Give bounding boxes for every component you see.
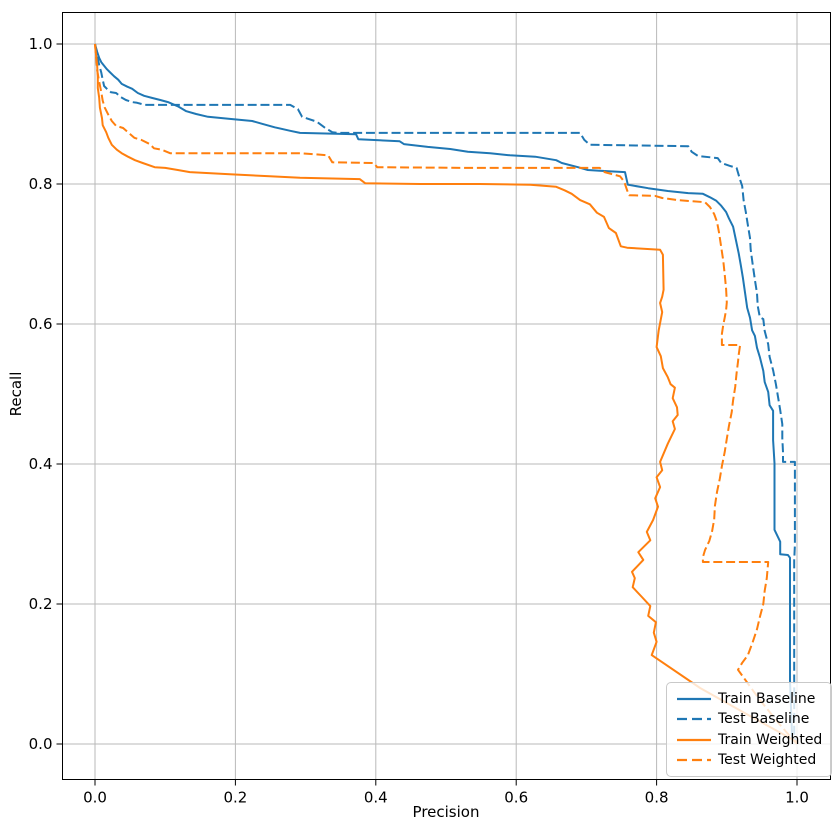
legend-line-sample-dashed-blue — [677, 718, 711, 721]
series-line-test-baseline — [94, 43, 798, 745]
x-tick-label: 0.4 — [364, 789, 388, 807]
x-tick-label: 0.6 — [504, 789, 528, 807]
legend-item-test-baseline: Test Baseline — [676, 709, 823, 729]
y-tick-label: 0.2 — [29, 595, 53, 613]
legend-line-sample-solid-blue — [677, 698, 711, 701]
legend-label: Test Baseline — [718, 711, 810, 728]
y-tick-label: 0.6 — [29, 315, 53, 333]
x-tick-label: 0.0 — [83, 789, 107, 807]
ticks: 0.0 0.2 0.4 0.6 0.8 1.0 0.0 0.2 0.4 0.6 0.8 1.0 — [29, 35, 809, 807]
x-tick-label: 0.8 — [645, 789, 669, 807]
legend-line-sample-solid-orange — [677, 738, 711, 741]
y-tick-label: 0.0 — [29, 735, 53, 753]
y-axis-title: Recall — [7, 371, 25, 417]
x-axis-title: Precision — [412, 803, 480, 821]
x-tick-label: 1.0 — [785, 789, 809, 807]
series-line-train-weighted — [94, 43, 798, 743]
x-tick-label: 0.2 — [223, 789, 247, 807]
legend-item-test-weighted: Test Weighted — [676, 750, 823, 770]
y-tick-label: 0.8 — [29, 175, 53, 193]
y-tick-label: 1.0 — [29, 35, 53, 53]
legend-label: Test Weighted — [718, 751, 817, 768]
series-line-train-baseline — [94, 43, 798, 745]
legend-item-train-weighted: Train Weighted — [676, 730, 823, 750]
legend-item-train-baseline: Train Baseline — [676, 689, 823, 709]
legend-label: Train Weighted — [718, 731, 823, 748]
grid — [62, 12, 831, 780]
legend-line-sample-dashed-orange — [677, 758, 711, 761]
legend-label: Train Baseline — [718, 691, 816, 708]
axes-spines — [62, 12, 831, 780]
series-line-test-weighted — [94, 43, 798, 745]
legend: Train Baseline Test Baseline Train Weigh… — [666, 682, 832, 777]
y-tick-label: 0.4 — [29, 455, 53, 473]
